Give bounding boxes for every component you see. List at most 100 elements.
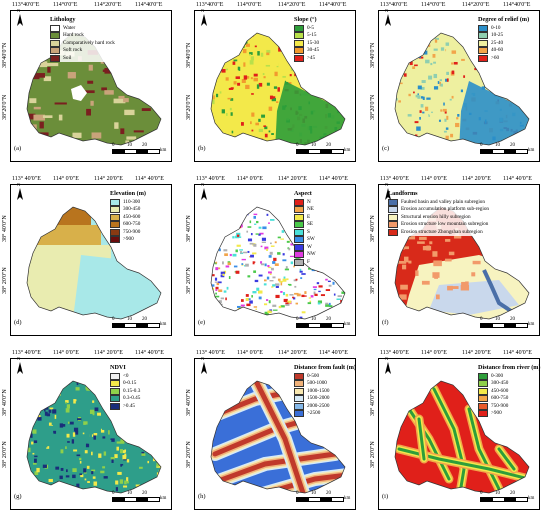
legend-item: 30-45	[294, 47, 319, 55]
legend-item: 0-0.15	[110, 380, 140, 388]
legend-label: 0-10	[491, 24, 501, 31]
legend-label: 0-5	[307, 24, 314, 31]
legend-label: NW	[307, 251, 316, 257]
map-frame	[10, 184, 172, 336]
longitude-tick-label: 114° 0'0"E	[53, 176, 79, 182]
legend-swatch	[388, 213, 398, 221]
map-legend: NDVI <0 0-0.15 0.15-0.3 0.3-0.45 >0.45	[110, 364, 140, 410]
legend-label: 450-600	[123, 213, 141, 220]
latitude-tick-label: 38° 40'0"N	[2, 389, 8, 416]
latitude-tick-label: 38° 20'0"N	[186, 267, 192, 294]
legend-swatch	[110, 198, 120, 206]
scale-tick-label: 0	[112, 491, 115, 496]
legend-item: >900	[478, 410, 540, 418]
map-panel-c: 113°40'0"E 114°0'0"E 114°20'0"E 114°40'0"E 3…	[370, 2, 542, 162]
legend-item: Erosion structure low mountain subregion	[388, 221, 489, 229]
map-frame	[378, 10, 540, 162]
scale-tick-label: 20	[326, 143, 331, 148]
map-legend: Distance from fault (m) 0-500 500-1000 1000…	[294, 364, 356, 418]
legend-title: Elevation (m)	[110, 190, 146, 197]
study-area-outline	[394, 32, 530, 146]
legend-item: 2000-2500	[294, 403, 356, 411]
scale-tick-label: 20	[510, 143, 515, 148]
scale-tick-label: 0	[296, 143, 299, 148]
scale-tick-label: 10	[127, 317, 132, 322]
legend-label: 0-300	[491, 372, 504, 379]
legend-item: S	[294, 229, 316, 237]
scale-bar: 0 10 20 km	[296, 317, 352, 328]
legend-swatch	[388, 198, 398, 206]
study-area-raster	[27, 207, 161, 319]
legend-label: N	[307, 198, 311, 205]
study-area-outline	[26, 206, 162, 320]
legend-swatch	[110, 395, 120, 403]
legend-label: Hard rock	[63, 32, 84, 38]
latitude-tick-label: 38°40'0"N	[186, 42, 192, 68]
longitude-tick-label: 114°40'0"E	[135, 2, 163, 8]
legend-item: NE	[294, 206, 316, 214]
legend-label: Structural erosion hilly subregion	[401, 213, 471, 220]
north-arrow-icon: N	[200, 8, 208, 29]
longitude-tick-label: 114° 20'0"E	[94, 350, 123, 356]
scale-tick-label: 0	[296, 491, 299, 496]
legend-label: 2000-2500	[307, 402, 330, 409]
legend-item: 1000-1500	[294, 388, 356, 396]
scale-tick-label: 20	[510, 491, 515, 496]
latitude-tick-label: 38° 20'0"N	[370, 441, 376, 468]
longitude-tick-label: 114°40'0"E	[319, 2, 347, 8]
longitude-tick-label: 114° 0'0"E	[237, 176, 263, 182]
north-arrow-icon: N	[200, 356, 208, 377]
map-frame	[194, 10, 356, 162]
legend-label: 1000-1500	[307, 387, 330, 394]
longitude-tick-label: 113°40'0"E	[12, 2, 40, 8]
legend-label: 500-1000	[307, 380, 327, 386]
map-frame	[378, 358, 540, 510]
legend-swatch	[294, 402, 304, 410]
legend-item: 450-600	[478, 388, 540, 396]
longitude-tick-label: 114°20'0"E	[94, 2, 122, 8]
panel-label: (h)	[198, 493, 206, 500]
study-area-raster	[211, 33, 345, 145]
north-arrow-icon: N	[200, 182, 208, 203]
north-label: N	[201, 182, 205, 187]
legend-label: 750-900	[123, 228, 141, 235]
legend-item: 0-5	[294, 25, 319, 33]
latitude-tick-label: 38° 40'0"N	[370, 389, 376, 416]
legend-item: 0-10	[478, 25, 529, 33]
scale-tick-label: 10	[495, 491, 500, 496]
legend-item: 0-300	[478, 373, 540, 381]
scale-tick-label: 20	[510, 317, 515, 322]
legend-swatch	[294, 228, 304, 236]
legend-swatch	[294, 236, 304, 244]
scale-tick-label: 10	[127, 143, 132, 148]
legend-item: >2500	[294, 410, 356, 418]
map-frame	[378, 184, 540, 336]
study-area-outline	[210, 206, 346, 320]
scale-bar: 0 10 20 km	[480, 317, 536, 328]
legend-item: Erosion accumulation platform sub-region	[388, 206, 489, 214]
scale-unit-label: km	[528, 496, 535, 501]
legend-swatch	[478, 47, 488, 55]
map-panel-h: 113° 40'0"E 114° 0'0"E 114° 20'0"E 114° 40'…	[186, 350, 358, 510]
legend-swatch	[294, 206, 304, 214]
scale-tick-label: 0	[112, 143, 115, 148]
map-canvas	[210, 32, 346, 146]
legend-label: 10-25	[491, 32, 504, 38]
panel-label: (g)	[14, 493, 22, 500]
legend-swatch	[110, 206, 120, 214]
legend-item: F	[294, 259, 316, 267]
longitude-tick-label: 114° 20'0"E	[462, 350, 491, 356]
legend-item: Structural erosion hilly subregion	[388, 214, 489, 222]
legend-item: 750-900	[478, 403, 540, 411]
legend-title: Degree of relief (m)	[478, 16, 530, 23]
scale-tick-label: 0	[480, 491, 483, 496]
legend-swatch	[388, 206, 398, 214]
legend-item: 750-900	[110, 229, 146, 237]
panel-label: (a)	[14, 145, 22, 152]
north-label: N	[17, 356, 21, 361]
map-panel-d: 113° 40'0"E 114° 0'0"E 114° 20'0"E 114° 40'…	[2, 176, 174, 336]
legend-label: 0-0.15	[123, 380, 137, 386]
scale-tick-label: 20	[326, 317, 331, 322]
scale-bar: 0 10 20 km	[480, 491, 536, 502]
